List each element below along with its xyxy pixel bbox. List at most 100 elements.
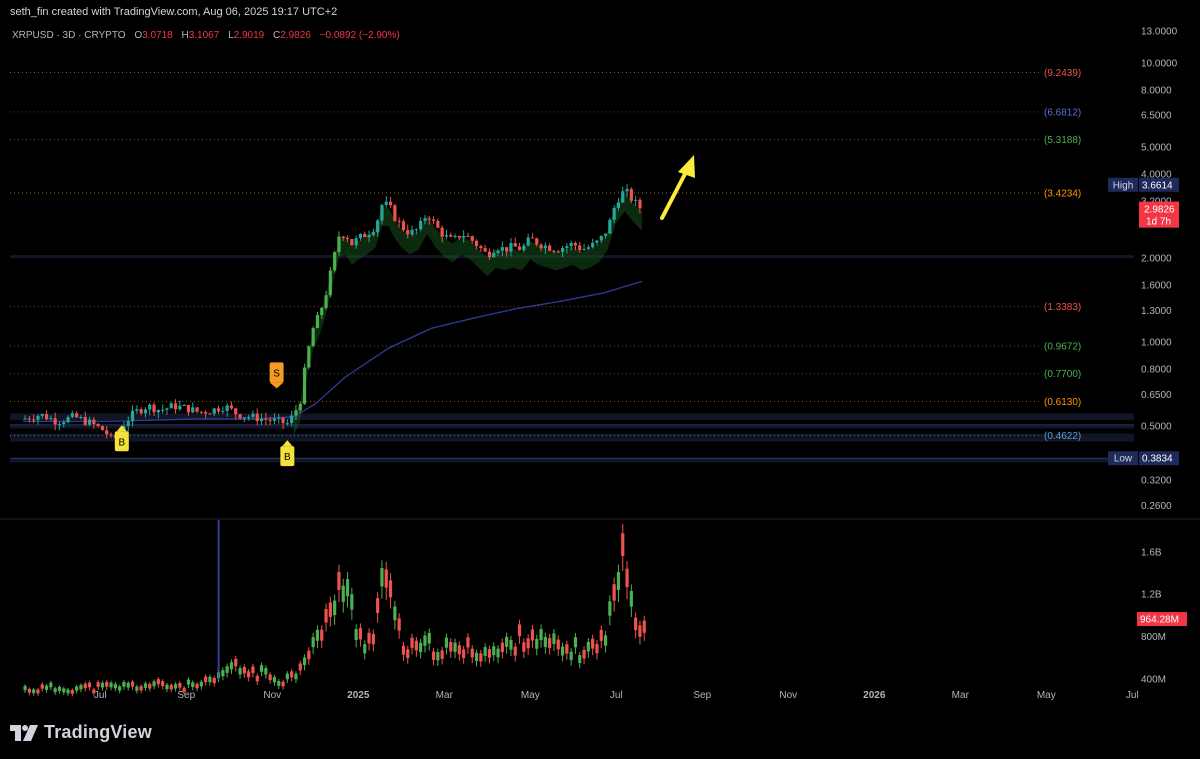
price-tick-label: 0.5000 bbox=[1141, 422, 1172, 433]
moving-average-line bbox=[22, 280, 643, 423]
volume-bar bbox=[229, 662, 234, 670]
volume-bar bbox=[148, 684, 152, 689]
time-tick-label: Mar bbox=[436, 690, 454, 701]
support-zone bbox=[10, 433, 1134, 442]
candle-body bbox=[143, 409, 148, 414]
last-volume-box bbox=[1137, 612, 1187, 627]
low-marker-label: Low bbox=[1114, 454, 1133, 465]
price-axis[interactable]: 13.0000 10.0000 8.0000 6.5000 5.0000 4.00003.… bbox=[1141, 27, 1178, 512]
candle-body bbox=[44, 414, 49, 420]
volume-bar bbox=[79, 685, 83, 690]
volume-bar bbox=[87, 682, 92, 688]
candle-body bbox=[608, 219, 612, 234]
tradingview-logo[interactable]: TradingView bbox=[10, 722, 152, 743]
candle-body bbox=[264, 418, 268, 420]
volume-bar bbox=[126, 682, 130, 688]
candle-body bbox=[350, 239, 354, 246]
volume-bar bbox=[315, 629, 320, 641]
volume-bar bbox=[105, 682, 109, 687]
fib-levels: (9.2439) (6.6812) (5.3188) (3.4234) (1.3383)… bbox=[10, 68, 1081, 442]
time-axis[interactable]: Jul Sep Nov 2025 Mar May Jul Sep Nov 2026 Mar May Ju… bbox=[94, 690, 1139, 701]
candle-body bbox=[216, 408, 221, 412]
symbol-label[interactable]: XRPUSD · 3D · CRYPTO bbox=[12, 30, 126, 41]
change-value: −0.0892 (−2.90%) bbox=[319, 30, 400, 41]
volume-bar bbox=[259, 665, 264, 672]
candle-body bbox=[152, 404, 156, 413]
candle-body bbox=[565, 246, 569, 248]
time-tick-label: May bbox=[521, 690, 540, 701]
candle-body bbox=[427, 218, 431, 220]
volume-bar bbox=[376, 598, 380, 613]
volume-tick-label: 1.6B bbox=[1141, 547, 1162, 558]
candle-body bbox=[393, 205, 397, 221]
volume-bar bbox=[513, 646, 517, 656]
candle-body bbox=[268, 419, 272, 421]
candle-body bbox=[32, 419, 36, 421]
candle-body bbox=[487, 251, 492, 258]
candle-body bbox=[27, 418, 31, 420]
volume-bar bbox=[573, 637, 578, 648]
symbol-legend: XRPUSD · 3D · CRYPTO O3.0718 H3.1067 L2.… bbox=[12, 30, 400, 41]
volume-bar bbox=[109, 682, 113, 688]
candle-body bbox=[315, 314, 320, 329]
candle-body bbox=[294, 410, 298, 416]
candle-body bbox=[462, 236, 466, 238]
volume-bar bbox=[530, 629, 535, 641]
candle-body bbox=[259, 418, 264, 422]
volume-bar bbox=[522, 642, 526, 652]
volume-axis[interactable]: 1.6B 1.2B 800M 400M bbox=[1141, 547, 1166, 685]
zone-layer bbox=[10, 255, 1134, 463]
volume-bar bbox=[384, 569, 388, 588]
candle-body bbox=[638, 199, 642, 209]
fib-label: (5.3188) bbox=[1044, 135, 1081, 146]
price-tick-label: 1.0000 bbox=[1141, 338, 1172, 349]
candle-body bbox=[337, 236, 341, 253]
volume-bar bbox=[363, 644, 367, 654]
candle-body bbox=[126, 421, 130, 427]
volume-bar bbox=[393, 606, 397, 621]
candle-body bbox=[40, 414, 44, 416]
candle-body bbox=[70, 413, 74, 417]
signal-markers: B S B bbox=[114, 362, 295, 467]
candle-body bbox=[483, 248, 487, 252]
volume-bar bbox=[40, 684, 44, 689]
volume-bar bbox=[548, 638, 552, 649]
volume-bar bbox=[621, 533, 625, 556]
candle-body bbox=[307, 346, 311, 368]
volume-bar bbox=[591, 638, 595, 649]
volume-bar bbox=[178, 683, 182, 688]
time-tick-label: Sep bbox=[693, 690, 711, 701]
volume-bar bbox=[294, 673, 298, 680]
candle-body bbox=[548, 245, 552, 251]
time-tick-label: Nov bbox=[263, 690, 281, 701]
volume-bar bbox=[466, 637, 470, 648]
volume-bar bbox=[449, 641, 453, 652]
candle-body bbox=[431, 219, 436, 221]
volume-bar bbox=[423, 635, 427, 646]
candle-body bbox=[457, 235, 461, 238]
candle-body bbox=[492, 252, 496, 258]
candle-body bbox=[397, 220, 401, 222]
volume-bar bbox=[457, 645, 461, 655]
volume-bar bbox=[32, 689, 36, 694]
candle-body bbox=[173, 403, 178, 410]
volume-bar bbox=[320, 629, 324, 641]
volume-bar bbox=[122, 681, 126, 687]
volume-bar bbox=[251, 666, 255, 674]
candle-body bbox=[255, 413, 259, 422]
last-price-value: 2.9826 bbox=[1144, 205, 1175, 216]
candle-body bbox=[444, 235, 449, 237]
candle-body bbox=[380, 205, 384, 221]
volume-bar bbox=[539, 629, 543, 641]
candle-body bbox=[436, 220, 440, 228]
volume-bar bbox=[337, 572, 341, 590]
volume-bar bbox=[165, 684, 169, 690]
candles[interactable] bbox=[23, 184, 642, 443]
price-tick-label: 6.5000 bbox=[1141, 111, 1172, 122]
volume-bar bbox=[195, 683, 199, 689]
time-tick-label: Jul bbox=[1126, 690, 1139, 701]
volume-bar bbox=[565, 644, 569, 654]
candle-body bbox=[199, 411, 203, 413]
